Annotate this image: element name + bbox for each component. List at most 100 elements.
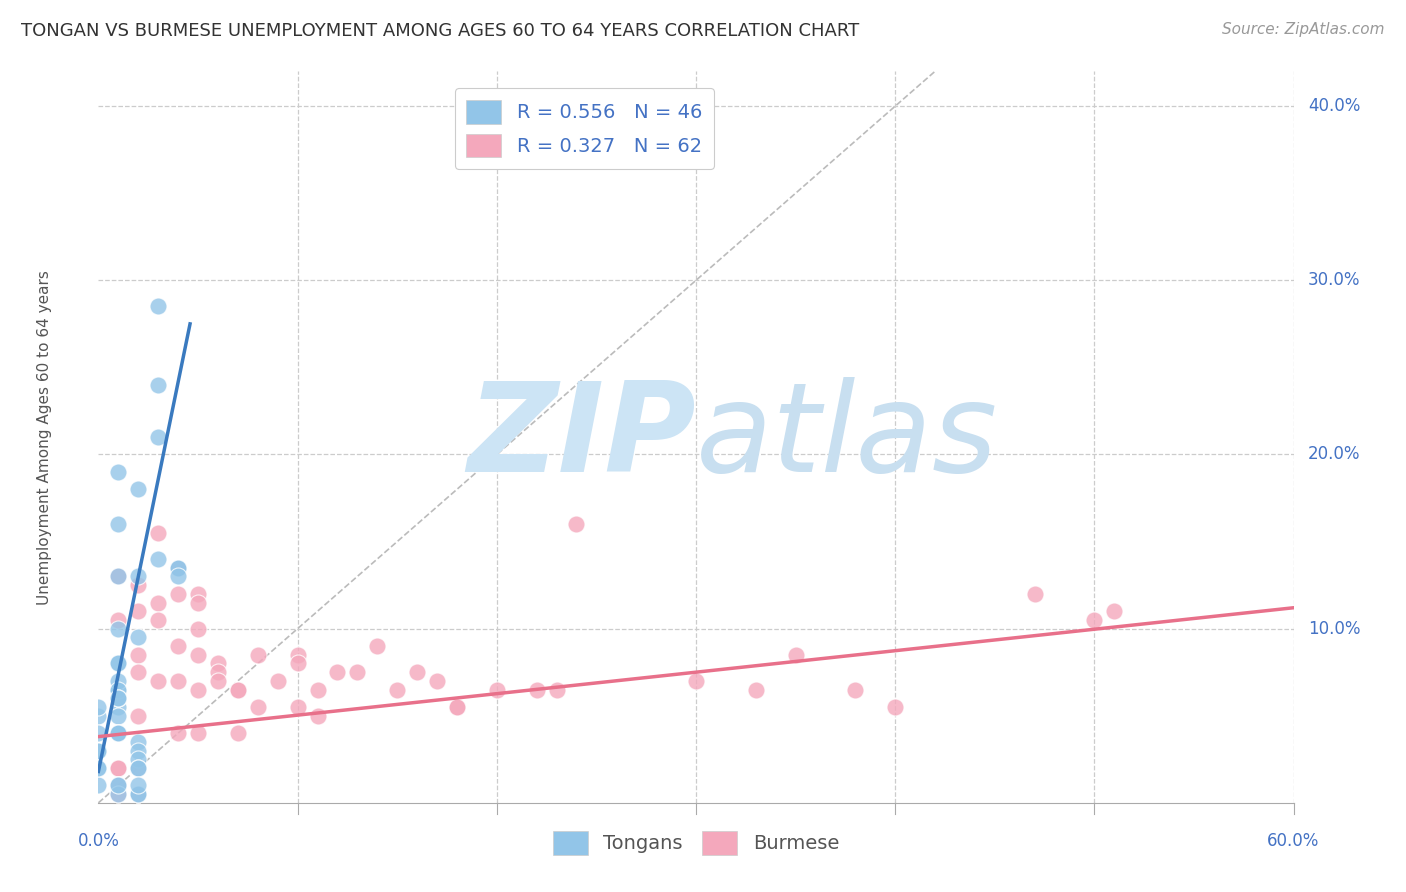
Point — [107, 778, 129, 792]
Point — [426, 673, 449, 688]
Point — [87, 778, 110, 792]
Point — [226, 682, 249, 697]
Point — [287, 700, 309, 714]
Text: 40.0%: 40.0% — [1308, 97, 1360, 115]
Text: TONGAN VS BURMESE UNEMPLOYMENT AMONG AGES 60 TO 64 YEARS CORRELATION CHART: TONGAN VS BURMESE UNEMPLOYMENT AMONG AGE… — [21, 22, 859, 40]
Point — [87, 726, 110, 740]
Point — [127, 761, 149, 775]
Point — [226, 726, 249, 740]
Point — [246, 700, 269, 714]
Point — [107, 657, 129, 671]
Point — [287, 648, 309, 662]
Point — [287, 657, 309, 671]
Point — [148, 613, 170, 627]
Point — [107, 569, 129, 583]
Text: Source: ZipAtlas.com: Source: ZipAtlas.com — [1222, 22, 1385, 37]
Point — [127, 787, 149, 801]
Point — [107, 787, 129, 801]
Point — [685, 673, 707, 688]
Point — [127, 787, 149, 801]
Point — [207, 673, 229, 688]
Point — [167, 639, 190, 653]
Point — [87, 743, 110, 757]
Point — [127, 761, 149, 775]
Point — [785, 648, 807, 662]
Point — [187, 648, 209, 662]
Point — [1083, 613, 1105, 627]
Point — [127, 665, 149, 680]
Point — [127, 708, 149, 723]
Point — [87, 761, 110, 775]
Text: 0.0%: 0.0% — [77, 832, 120, 850]
Point — [107, 691, 129, 706]
Point — [326, 665, 349, 680]
Point — [884, 700, 907, 714]
Point — [148, 673, 170, 688]
Point — [107, 726, 129, 740]
Legend: Tongans, Burmese: Tongans, Burmese — [541, 819, 851, 866]
Point — [87, 761, 110, 775]
Point — [844, 682, 866, 697]
Point — [187, 726, 209, 740]
Point — [148, 377, 170, 392]
Point — [167, 560, 190, 574]
Point — [446, 700, 468, 714]
Point — [107, 465, 129, 479]
Text: atlas: atlas — [696, 376, 998, 498]
Point — [207, 657, 229, 671]
Point — [127, 578, 149, 592]
Point — [127, 569, 149, 583]
Point — [745, 682, 768, 697]
Point — [148, 525, 170, 540]
Point — [167, 587, 190, 601]
Point — [307, 682, 329, 697]
Point — [167, 726, 190, 740]
Point — [406, 665, 429, 680]
Point — [366, 639, 388, 653]
Point — [107, 657, 129, 671]
Point — [107, 613, 129, 627]
Point — [246, 648, 269, 662]
Point — [226, 682, 249, 697]
Point — [107, 691, 129, 706]
Point — [127, 743, 149, 757]
Point — [148, 300, 170, 314]
Point — [87, 743, 110, 757]
Point — [187, 595, 209, 609]
Point — [148, 430, 170, 444]
Point — [127, 648, 149, 662]
Point — [127, 778, 149, 792]
Point — [107, 761, 129, 775]
Point — [148, 595, 170, 609]
Point — [385, 682, 409, 697]
Point — [127, 483, 149, 497]
Point — [1024, 587, 1046, 601]
Point — [187, 587, 209, 601]
Point — [565, 517, 588, 532]
Point — [167, 560, 190, 574]
Point — [107, 517, 129, 532]
Point — [87, 708, 110, 723]
Text: 20.0%: 20.0% — [1308, 445, 1361, 464]
Text: ZIP: ZIP — [467, 376, 696, 498]
Text: 60.0%: 60.0% — [1267, 832, 1320, 850]
Point — [127, 752, 149, 766]
Point — [187, 622, 209, 636]
Point — [107, 726, 129, 740]
Point — [167, 560, 190, 574]
Point — [1102, 604, 1125, 618]
Point — [167, 569, 190, 583]
Point — [526, 682, 548, 697]
Point — [127, 761, 149, 775]
Point — [107, 778, 129, 792]
Point — [127, 631, 149, 645]
Point — [107, 682, 129, 697]
Point — [127, 735, 149, 749]
Point — [167, 673, 190, 688]
Text: 30.0%: 30.0% — [1308, 271, 1361, 289]
Point — [107, 682, 129, 697]
Point — [107, 691, 129, 706]
Point — [187, 682, 209, 697]
Point — [127, 604, 149, 618]
Point — [107, 708, 129, 723]
